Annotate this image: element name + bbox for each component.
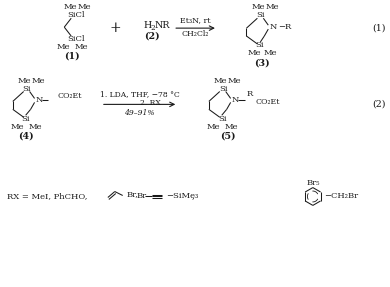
Text: Et₃N, rt: Et₃N, rt [180,16,210,24]
Text: 2: 2 [151,24,155,32]
Text: H: H [144,21,152,30]
Text: N: N [232,96,239,104]
Text: 49–91%: 49–91% [124,109,155,117]
Text: 2. RX: 2. RX [140,99,160,107]
Text: Me: Me [265,3,279,11]
Text: Me: Me [32,77,45,85]
Text: CH₂Cl₂: CH₂Cl₂ [181,30,209,38]
Text: −SiMe₃: −SiMe₃ [166,193,199,201]
Text: (1): (1) [64,51,80,60]
Text: Me: Me [214,77,227,85]
Text: Me: Me [63,3,77,11]
Text: SiCl: SiCl [67,35,85,43]
Text: (2): (2) [145,32,160,40]
Text: −CH₂Br: −CH₂Br [324,193,358,201]
Text: Me: Me [57,43,70,51]
Text: Me: Me [225,123,238,131]
Text: Si: Si [22,115,30,123]
Text: (3): (3) [255,58,270,67]
Text: (5): (5) [220,131,236,141]
Text: Me: Me [228,77,241,85]
Text: Si: Si [255,41,264,49]
Text: (1): (1) [372,24,386,33]
Text: Me: Me [28,123,42,131]
Text: CO₂Et: CO₂Et [255,98,280,106]
Text: Me: Me [18,77,31,85]
Text: SiCl: SiCl [67,11,85,19]
Text: Me: Me [77,3,90,11]
Text: Me: Me [74,43,88,51]
Text: (2): (2) [372,100,386,109]
Text: N: N [269,23,277,31]
Text: R: R [246,90,253,98]
Text: N: N [35,96,43,104]
Text: −R: −R [278,23,291,31]
Text: Si: Si [219,85,227,92]
Text: Me: Me [11,123,24,131]
Text: Si: Si [256,11,265,19]
Text: Me: Me [207,123,220,131]
Text: ,: , [192,193,195,201]
Text: Br: Br [136,193,147,201]
Text: Br,: Br, [127,191,138,199]
Text: Me: Me [252,3,265,11]
Text: Br₅: Br₅ [306,179,319,187]
Text: Si: Si [23,85,31,92]
Text: (4): (4) [18,131,34,141]
Text: +: + [110,21,122,35]
Text: NR: NR [154,21,170,30]
Text: Me: Me [248,49,261,57]
Text: Me: Me [263,49,277,57]
Text: CO₂Et: CO₂Et [57,92,82,100]
Text: Si: Si [218,115,226,123]
Text: RX = MeI, PhCHO,: RX = MeI, PhCHO, [7,193,87,201]
Text: 1. LDA, THF, −78 °C: 1. LDA, THF, −78 °C [100,90,179,98]
